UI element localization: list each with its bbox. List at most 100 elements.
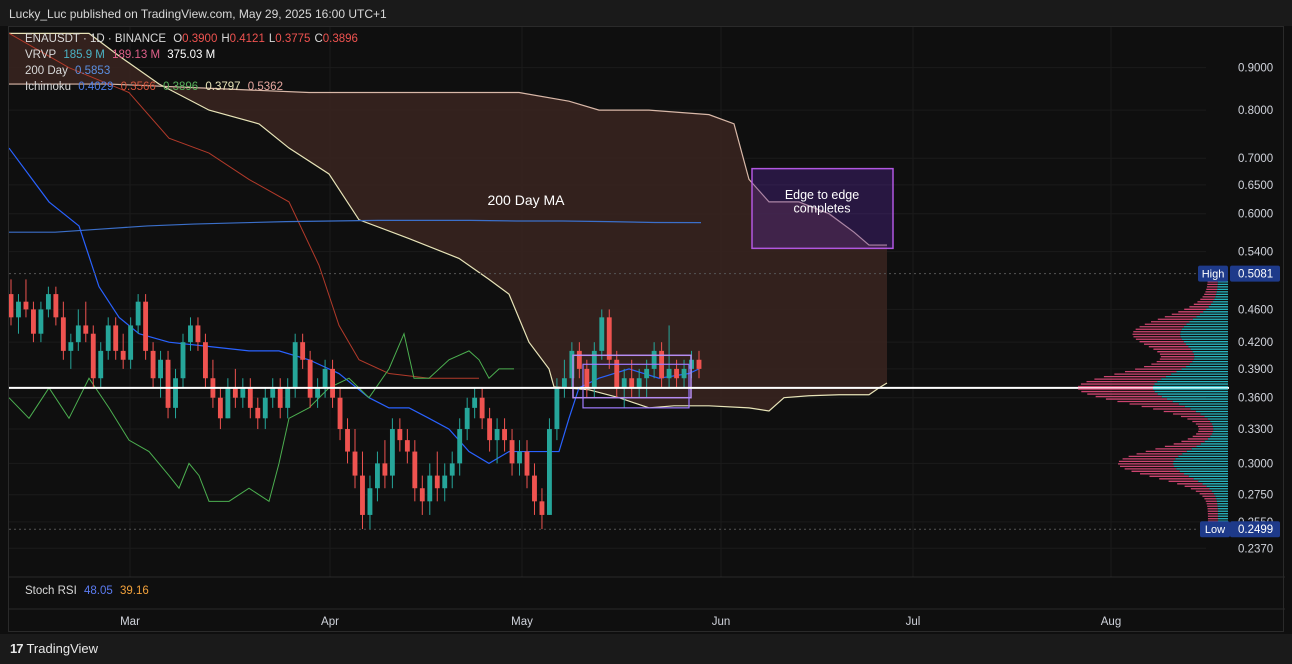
candle-body[interactable]	[255, 407, 261, 419]
candle-body[interactable]	[98, 350, 104, 379]
ichimoku-label[interactable]: Ichimoku	[25, 81, 72, 93]
candle-body[interactable]	[247, 387, 253, 408]
candle-body[interactable]	[404, 440, 410, 452]
candle-body[interactable]	[427, 475, 433, 502]
candle-body[interactable]	[502, 429, 507, 441]
candle-body[interactable]	[576, 350, 582, 369]
candle-body[interactable]	[277, 387, 283, 408]
candle-body[interactable]	[367, 488, 373, 515]
range-box-2[interactable]	[582, 363, 690, 409]
candle-body[interactable]	[240, 387, 246, 398]
candle-body[interactable]	[270, 387, 276, 398]
candle-body[interactable]	[591, 350, 597, 388]
candle-body[interactable]	[195, 325, 201, 343]
candle-body[interactable]	[188, 325, 193, 343]
vrvp-label[interactable]: VRVP	[25, 49, 57, 61]
candle-body[interactable]	[60, 317, 66, 351]
candle-body[interactable]	[120, 350, 126, 360]
stoch-label[interactable]: Stoch RSI	[25, 585, 77, 597]
candle-body[interactable]	[345, 429, 350, 452]
candle-body[interactable]	[666, 368, 672, 379]
candle-body[interactable]	[547, 429, 552, 515]
candle-body[interactable]	[472, 397, 478, 408]
candle-body[interactable]	[217, 397, 223, 419]
candle-body[interactable]	[113, 325, 119, 351]
tradingview-logo[interactable]: 17 TradingView	[10, 641, 98, 656]
candle-body[interactable]	[135, 301, 141, 326]
candle-body[interactable]	[479, 397, 485, 419]
candle-body[interactable]	[225, 387, 231, 419]
symbol-label[interactable]: ENAUSDT · 1D · BINANCE	[25, 33, 167, 45]
candle-body[interactable]	[382, 463, 388, 476]
candle-body[interactable]	[584, 368, 590, 388]
candle-body[interactable]	[434, 475, 440, 489]
candle-body[interactable]	[315, 387, 321, 398]
candle-body[interactable]	[397, 429, 403, 441]
candle-body[interactable]	[532, 475, 537, 502]
candle-body[interactable]	[509, 440, 515, 464]
candle-body[interactable]	[68, 342, 74, 351]
candle-body[interactable]	[696, 359, 702, 369]
candle-body[interactable]	[644, 368, 650, 379]
chart-area[interactable]: Edge to edge completes 200 Day MA 0.9000 0.8…	[8, 26, 1285, 633]
candle-body[interactable]	[614, 359, 620, 388]
candle-body[interactable]	[389, 429, 395, 476]
candle-body[interactable]	[203, 342, 208, 379]
candle-body[interactable]	[524, 451, 530, 476]
candle-body[interactable]	[165, 359, 171, 408]
candle-body[interactable]	[23, 301, 29, 310]
candle-body[interactable]	[83, 325, 89, 334]
candle-body[interactable]	[449, 463, 455, 476]
candle-body[interactable]	[599, 317, 605, 351]
candle-body[interactable]	[569, 350, 575, 379]
candle-body[interactable]	[681, 368, 687, 379]
candle-body[interactable]	[337, 397, 343, 430]
edge-to-edge-box[interactable]	[751, 167, 894, 250]
candle-body[interactable]	[158, 359, 163, 379]
candle-body[interactable]	[352, 451, 358, 476]
candle-body[interactable]	[90, 333, 96, 379]
candle-body[interactable]	[621, 378, 627, 388]
candle-body[interactable]	[38, 309, 44, 334]
candle-body[interactable]	[674, 368, 679, 379]
candle-body[interactable]	[330, 368, 335, 398]
candle-body[interactable]	[360, 475, 365, 515]
candle-body[interactable]	[173, 378, 178, 408]
candle-body[interactable]	[487, 418, 493, 441]
candle-body[interactable]	[262, 397, 268, 419]
candle-body[interactable]	[300, 342, 306, 360]
candle-body[interactable]	[561, 378, 567, 388]
candle-body[interactable]	[554, 387, 560, 430]
candle-body[interactable]	[457, 429, 463, 464]
candle-body[interactable]	[143, 301, 149, 351]
candle-body[interactable]	[75, 325, 81, 343]
candle-body[interactable]	[517, 451, 522, 464]
candle-body[interactable]	[128, 325, 134, 360]
candle-body[interactable]	[150, 350, 156, 379]
candle-body[interactable]	[629, 378, 635, 388]
range-box-1[interactable]	[572, 354, 692, 399]
candle-body[interactable]	[232, 387, 238, 398]
ma-label[interactable]: 200 Day	[25, 65, 68, 77]
candle-body[interactable]	[442, 475, 448, 489]
candle-body[interactable]	[45, 294, 51, 310]
candle-body[interactable]	[464, 407, 470, 430]
candle-body[interactable]	[31, 309, 36, 334]
candle-body[interactable]	[16, 301, 21, 318]
candle-body[interactable]	[285, 387, 291, 408]
candle-body[interactable]	[636, 378, 642, 388]
candle-body[interactable]	[307, 359, 313, 398]
candle-body[interactable]	[651, 350, 657, 369]
candle-body[interactable]	[494, 429, 500, 441]
candle-body[interactable]	[53, 294, 59, 318]
candle-body[interactable]	[180, 342, 186, 379]
candle-body[interactable]	[322, 368, 328, 388]
candle-body[interactable]	[292, 342, 298, 388]
candle-body[interactable]	[419, 488, 425, 502]
candle-body[interactable]	[412, 451, 418, 489]
candle-body[interactable]	[606, 317, 612, 360]
candle-body[interactable]	[105, 325, 111, 351]
candle-body[interactable]	[9, 294, 14, 318]
candle-body[interactable]	[375, 463, 380, 489]
